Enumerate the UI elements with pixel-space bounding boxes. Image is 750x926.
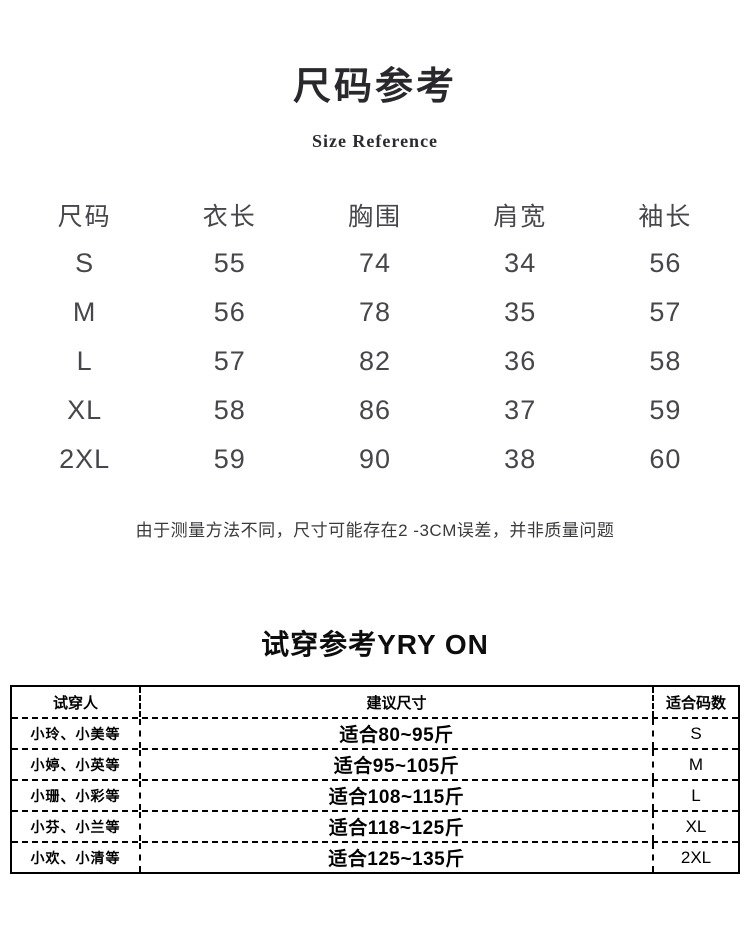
suggestion-cell: 适合118~125斤 [141,812,654,841]
title-block: 尺码参考 Size Reference [0,0,750,150]
size-table-header-sleeve: 袖长 [638,202,693,231]
suggestion-cell: 适合95~105斤 [141,750,654,779]
size-label-cell: 2XL [59,444,111,474]
sleeve-value-cell: 56 [649,248,682,278]
length-value-cell: 55 [213,248,246,278]
table-row: S 55 74 34 56 [12,239,738,288]
size-table: 尺码 衣长 胸围 肩宽 袖长 S 55 74 34 56 M 56 78 35 … [12,190,738,484]
shoulder-value-cell: 35 [504,297,537,327]
sizecode-cell: M [688,754,704,774]
bust-value-cell: 90 [358,444,392,474]
shoulder-value-cell: 37 [504,395,537,425]
size-table-header-length: 衣长 [202,202,257,231]
person-cell: 小珊、小彩等 [12,781,141,810]
tryon-table: 试穿人 建议尺寸 适合码数 小玲、小美等 适合80~95斤 S 小婷、小英等 适… [10,685,740,874]
length-value-cell: 56 [213,297,246,327]
size-table-header-size: 尺码 [57,202,112,231]
person-cell: 小芬、小兰等 [12,812,141,841]
tryon-header-person: 试穿人 [12,687,141,717]
size-label-cell: XL [67,395,103,425]
size-label-cell: L [76,346,93,376]
tryon-header-suggestion: 建议尺寸 [141,687,654,717]
shoulder-value-cell: 38 [504,444,537,474]
table-row: M 56 78 35 57 [12,288,738,337]
bust-value-cell: 82 [358,346,392,376]
sizecode-cell: 2XL [680,847,712,867]
table-row: L 57 82 36 58 [12,337,738,386]
table-row: 小玲、小美等 适合80~95斤 S [12,717,738,748]
bust-value-cell: 78 [358,297,392,327]
person-cell: 小玲、小美等 [12,719,141,748]
sleeve-value-cell: 60 [649,444,682,474]
size-table-header-shoulder: 肩宽 [493,202,548,231]
sizecode-cell: S [690,723,702,743]
suggestion-cell: 适合108~115斤 [141,781,654,810]
length-value-cell: 58 [213,395,246,425]
tryon-section-title: 试穿参考YRY ON [261,629,489,660]
person-cell: 小欢、小清等 [12,843,141,872]
length-value-cell: 59 [213,444,246,474]
page-title: 尺码参考 [292,66,457,108]
suggestion-cell: 适合125~135斤 [141,843,654,872]
size-label-cell: M [72,297,97,327]
shoulder-value-cell: 34 [504,248,537,278]
measurement-tolerance-note: 由于测量方法不同，尺寸可能存在2 -3CM误差，并非质量问题 [135,521,615,540]
page-subtitle: Size Reference [311,131,439,151]
table-row: 小芬、小兰等 适合118~125斤 XL [12,810,738,841]
size-label-cell: S [75,248,95,278]
person-cell: 小婷、小英等 [12,750,141,779]
table-row: 小珊、小彩等 适合108~115斤 L [12,779,738,810]
sizecode-cell: L [691,785,701,805]
sleeve-value-cell: 59 [649,395,682,425]
size-table-header-bust: 胸围 [347,202,402,231]
bust-value-cell: 74 [358,248,392,278]
sizecode-cell: XL [685,816,707,836]
table-row: 小婷、小英等 适合95~105斤 M [12,748,738,779]
bust-value-cell: 86 [358,395,392,425]
shoulder-value-cell: 36 [504,346,537,376]
sleeve-value-cell: 58 [649,346,682,376]
sleeve-value-cell: 57 [649,297,682,327]
size-table-header-row: 尺码 衣长 胸围 肩宽 袖长 [12,190,738,239]
suggestion-cell: 适合80~95斤 [141,719,654,748]
table-row: XL 58 86 37 59 [12,386,738,435]
table-row: 2XL 59 90 38 60 [12,435,738,484]
tryon-table-header-row: 试穿人 建议尺寸 适合码数 [12,687,738,717]
table-row: 小欢、小清等 适合125~135斤 2XL [12,841,738,872]
tryon-header-size: 适合码数 [665,694,726,712]
length-value-cell: 57 [213,346,246,376]
